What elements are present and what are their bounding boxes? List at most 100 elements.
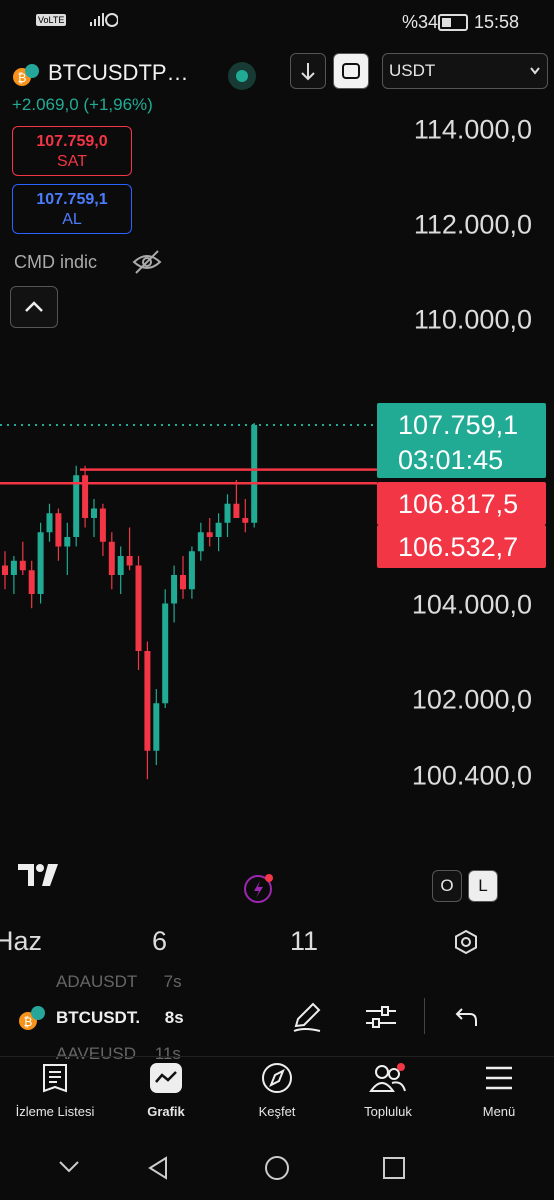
x-tick-label: Haz bbox=[0, 926, 42, 956]
buy-button[interactable]: 107.759,1 AL bbox=[12, 184, 132, 234]
log-o-button[interactable]: O bbox=[432, 870, 462, 902]
currency-select[interactable]: USDT bbox=[382, 53, 548, 89]
watch-item[interactable]: ADAUSDT 7s bbox=[56, 972, 182, 992]
currency: USDT bbox=[389, 61, 436, 80]
candle-body bbox=[91, 508, 97, 518]
y-tick-label: 102.000,0 bbox=[412, 685, 532, 715]
watch-item[interactable]: AAVEUSD 11s bbox=[56, 1044, 181, 1064]
system-nav bbox=[0, 1150, 554, 1190]
candle-body bbox=[64, 537, 71, 547]
symbol-name[interactable]: BTCUSDTP… bbox=[48, 60, 189, 85]
undo-tool[interactable] bbox=[454, 1006, 480, 1033]
nav-label: Keşfet bbox=[258, 1104, 296, 1119]
chart-type-button[interactable] bbox=[333, 53, 369, 89]
sell-button[interactable]: 107.759,0 SAT bbox=[12, 126, 132, 176]
candle-body bbox=[10, 560, 17, 575]
watch-time: 8s bbox=[164, 1008, 184, 1027]
watch-symbol: ADAUSDT bbox=[56, 972, 137, 991]
sell-label: SAT bbox=[57, 153, 87, 170]
indicator-name: CMD indic bbox=[14, 252, 98, 272]
buy-price: 107.759,1 bbox=[36, 191, 108, 208]
candle-body bbox=[126, 556, 133, 566]
nav-menu[interactable]: Menü bbox=[444, 1062, 554, 1119]
candle-body bbox=[171, 575, 178, 604]
candle-body bbox=[117, 556, 124, 575]
y-tick-label: 112.000,0 bbox=[414, 210, 532, 240]
candle-body bbox=[2, 565, 8, 575]
y-tick-label: 110.000,0 bbox=[414, 305, 532, 335]
coin-icon-small: ₿ bbox=[18, 1004, 54, 1039]
candle-body bbox=[19, 560, 26, 571]
nav-label: Topluluk bbox=[364, 1104, 412, 1119]
candle-body bbox=[55, 513, 62, 547]
tv-logo bbox=[18, 860, 66, 895]
price-label: 107.759,1 bbox=[398, 410, 518, 440]
nav-watchlist[interactable]: İzleme Listesi bbox=[0, 1062, 110, 1119]
nav-divider bbox=[0, 1056, 554, 1057]
market-status bbox=[228, 62, 256, 90]
candle-body bbox=[108, 541, 115, 575]
divider bbox=[424, 998, 425, 1034]
nav-label: Grafik bbox=[147, 1104, 185, 1119]
volte-icon: VoLTE bbox=[36, 14, 67, 26]
candle-body bbox=[135, 565, 142, 651]
candle-body bbox=[251, 424, 258, 523]
battery-percent: %34 bbox=[402, 12, 439, 32]
log-l-button[interactable]: L bbox=[468, 870, 498, 902]
price-label: 106.817,5 bbox=[398, 489, 518, 519]
candle-body bbox=[162, 603, 169, 704]
candle-body bbox=[37, 532, 44, 594]
hide-indicator[interactable] bbox=[132, 249, 162, 280]
candle-body bbox=[215, 522, 222, 537]
price-label-box bbox=[377, 403, 546, 478]
watch-symbol: BTCUSDT. bbox=[56, 1008, 141, 1027]
watch-symbol: AAVEUSD bbox=[56, 1044, 136, 1063]
candle-body bbox=[153, 703, 160, 751]
price-change: +2.069,0 (+1,96%) bbox=[12, 95, 153, 114]
y-tick-label: 100.400,0 bbox=[412, 761, 532, 791]
draw-tool[interactable] bbox=[290, 1000, 324, 1039]
x-tick-label: 6 bbox=[152, 926, 167, 956]
candle-body bbox=[206, 532, 213, 537]
watch-item-active[interactable]: BTCUSDT. 8s bbox=[56, 1008, 184, 1028]
countdown-label: 03:01:45 bbox=[398, 445, 503, 475]
nav-chart[interactable]: Grafik bbox=[111, 1062, 221, 1119]
candle-body bbox=[180, 575, 186, 590]
candle-body bbox=[224, 503, 231, 523]
battery-icon bbox=[438, 14, 468, 31]
sell-price: 107.759,0 bbox=[36, 133, 108, 150]
nav-label: Menü bbox=[482, 1104, 516, 1119]
clock: 15:58 bbox=[474, 12, 520, 32]
signal-icons bbox=[66, 12, 119, 27]
y-tick-label: 104.000,0 bbox=[412, 590, 532, 620]
svg-text:₿: ₿ bbox=[18, 71, 27, 85]
buy-label: AL bbox=[62, 211, 82, 228]
nav-label: İzleme Listesi bbox=[15, 1104, 95, 1119]
watch-time: 11s bbox=[154, 1044, 181, 1063]
watch-time: 7s bbox=[163, 972, 182, 991]
down-button[interactable] bbox=[290, 53, 326, 89]
candle-body bbox=[233, 503, 240, 518]
settings-icon[interactable] bbox=[452, 928, 480, 961]
candle-body bbox=[188, 551, 195, 590]
price-label-box bbox=[377, 525, 546, 568]
candle-body bbox=[46, 513, 53, 533]
svg-text:₿: ₿ bbox=[24, 1015, 33, 1029]
candle-body bbox=[197, 532, 204, 552]
candle-body bbox=[82, 475, 89, 518]
candle-body bbox=[73, 475, 80, 537]
collapse-button[interactable] bbox=[10, 286, 58, 328]
candle-body bbox=[242, 518, 249, 523]
settings-tool[interactable] bbox=[364, 1002, 398, 1037]
nav-explore[interactable]: Keşfet bbox=[222, 1062, 332, 1119]
x-tick-label: 11 bbox=[290, 926, 318, 956]
candle-body bbox=[99, 508, 106, 542]
price-label: 106.532,7 bbox=[398, 532, 518, 562]
y-tick-label: 114.000,0 bbox=[414, 115, 532, 145]
coin-icon: ₿ bbox=[12, 62, 39, 88]
alert-icon[interactable] bbox=[242, 872, 276, 911]
candle-body bbox=[28, 570, 35, 594]
nav-community[interactable]: Topluluk bbox=[333, 1062, 443, 1119]
